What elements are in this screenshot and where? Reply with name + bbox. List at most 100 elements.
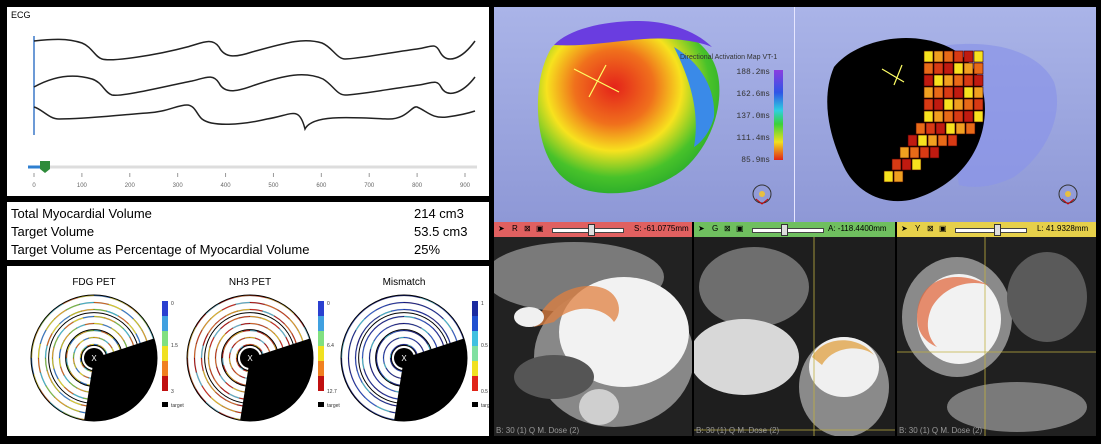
3d-scene[interactable]: Directional Activation Map VT-1 188.2ms1… — [494, 7, 1096, 222]
bullseye-segment — [225, 327, 234, 335]
bullseye-segment — [361, 347, 365, 359]
bullseye-segment — [228, 357, 231, 364]
scar-cell — [963, 62, 974, 75]
bullseye-segment — [219, 333, 227, 342]
eye-icon[interactable]: ▣ — [939, 224, 947, 233]
eye-icon[interactable]: ▣ — [536, 224, 544, 233]
bullseye-ring — [236, 344, 264, 372]
bullseye-ring — [375, 329, 433, 387]
slice-offset-knob-yellow[interactable] — [994, 224, 1001, 236]
scar-cell — [923, 74, 934, 87]
scar-cell — [943, 74, 954, 87]
bullseye-segment — [264, 343, 269, 349]
bullseye-segment — [228, 393, 240, 399]
slice-offset-slider-yellow[interactable] — [955, 228, 1027, 233]
bullseye-segment — [93, 336, 100, 339]
bullseye-segment — [249, 322, 260, 326]
link-icon[interactable]: ⊠ — [927, 224, 934, 233]
pin-icon[interactable]: ➤ — [698, 224, 705, 233]
target-legend-label: target — [481, 403, 489, 409]
bullseye-segment — [108, 343, 113, 349]
bullseye-segment — [363, 336, 369, 348]
scale-swatch — [318, 346, 324, 361]
bullseye-segment — [391, 308, 405, 312]
bullseye-segment — [73, 363, 77, 369]
slice-view-yellow[interactable]: ➤ Y ⊠ ▣ L: 41.9328mm B: 30 (1) Q M. Dose… — [897, 222, 1096, 436]
ct-image-axial[interactable] — [494, 237, 692, 436]
bullseye-segment — [75, 343, 80, 349]
pin-icon[interactable]: ➤ — [498, 224, 505, 233]
bullseye-segment — [39, 313, 51, 328]
bullseye-segment — [398, 336, 405, 339]
bullseye-segment — [216, 366, 221, 376]
slice-toolbar-red: ➤ R ⊠ ▣ S: -61.0775mm — [494, 222, 692, 237]
heart-side-surface — [674, 47, 715, 147]
bullseye-ring — [221, 329, 279, 387]
bullseye-segment — [273, 333, 281, 342]
orientation-widget-right[interactable] — [1058, 184, 1078, 205]
target-legend-swatch — [318, 402, 324, 407]
ct-image-coronal[interactable] — [694, 237, 895, 436]
bullseye-segment — [225, 310, 238, 317]
bullseye-segment — [359, 303, 374, 315]
bullseye-segment — [60, 340, 65, 350]
scar-grid — [883, 50, 984, 183]
bullseye-segment — [403, 315, 415, 319]
orientation-widget[interactable] — [752, 184, 772, 205]
scar-cell — [943, 86, 954, 99]
bullseye-segment — [51, 347, 55, 359]
scar-cursor[interactable] — [881, 64, 905, 86]
bullseye-segment — [54, 309, 67, 320]
bullseye-segment — [403, 336, 410, 339]
3d-viewer[interactable]: Directional Activation Map VT-1 188.2ms 1… — [494, 7, 1096, 222]
bullseye-segment — [356, 370, 363, 383]
scar-cell — [953, 86, 964, 99]
bullseye-segment — [370, 366, 375, 376]
link-icon[interactable]: ⊠ — [524, 224, 531, 233]
bullseye-segment — [201, 385, 212, 398]
slice-offset-knob-red[interactable] — [587, 224, 595, 236]
slice-view-green[interactable]: ➤ G ⊠ ▣ A: -118.4400mm B: 30 (1) Q M. Do… — [694, 222, 895, 436]
bullseye-segment — [63, 374, 71, 383]
bullseye-segment — [108, 303, 123, 311]
bullseye-segment — [73, 347, 77, 353]
slice-offset-knob-green[interactable] — [780, 224, 788, 236]
scar-cell — [893, 170, 904, 183]
scale-swatch — [472, 346, 478, 361]
ct-image-sagittal[interactable] — [897, 237, 1096, 436]
activation-cursor[interactable] — [573, 64, 620, 98]
bullseye-segment — [200, 345, 204, 359]
eye-icon[interactable]: ▣ — [736, 224, 744, 233]
scar-cell — [923, 86, 934, 99]
scar-cell — [963, 98, 974, 111]
bullseye-segment — [84, 322, 95, 326]
scar-cell — [935, 122, 946, 135]
bullseye-segment — [403, 301, 419, 305]
slice-offset-slider-green[interactable] — [752, 228, 824, 233]
link-icon[interactable]: ⊠ — [724, 224, 731, 233]
scar-cell — [937, 134, 948, 147]
slice-view-red[interactable]: ➤ R ⊠ ▣ S: -61.0775mm B: 30 (1) Q M. Dos… — [494, 222, 692, 436]
bullseye-segment — [209, 368, 215, 380]
activation-map-heart[interactable] — [537, 22, 720, 194]
bullseye-segment — [37, 343, 41, 359]
bullseye-segment — [249, 301, 265, 305]
bullseye-segment — [76, 387, 86, 392]
scar-cell — [963, 74, 974, 87]
pin-icon[interactable]: ➤ — [901, 224, 908, 233]
scar-cell — [973, 62, 984, 75]
scar-cell — [973, 98, 984, 111]
bullseye-segment — [195, 372, 203, 387]
scar-cell — [933, 86, 944, 99]
bullseye-segment — [193, 343, 197, 359]
bullseye-segment — [262, 310, 275, 317]
bullseye-segment — [355, 385, 366, 398]
bullseye-segment — [288, 318, 299, 331]
ecg-timeline-handle[interactable] — [40, 161, 50, 173]
scale-label: 0 — [327, 301, 330, 307]
ecg-tick-label: 500 — [268, 183, 279, 189]
bullseye-segment — [221, 405, 236, 413]
scale-swatch — [318, 331, 324, 346]
scale-swatch — [472, 376, 478, 391]
bullseye-segment — [382, 357, 385, 364]
